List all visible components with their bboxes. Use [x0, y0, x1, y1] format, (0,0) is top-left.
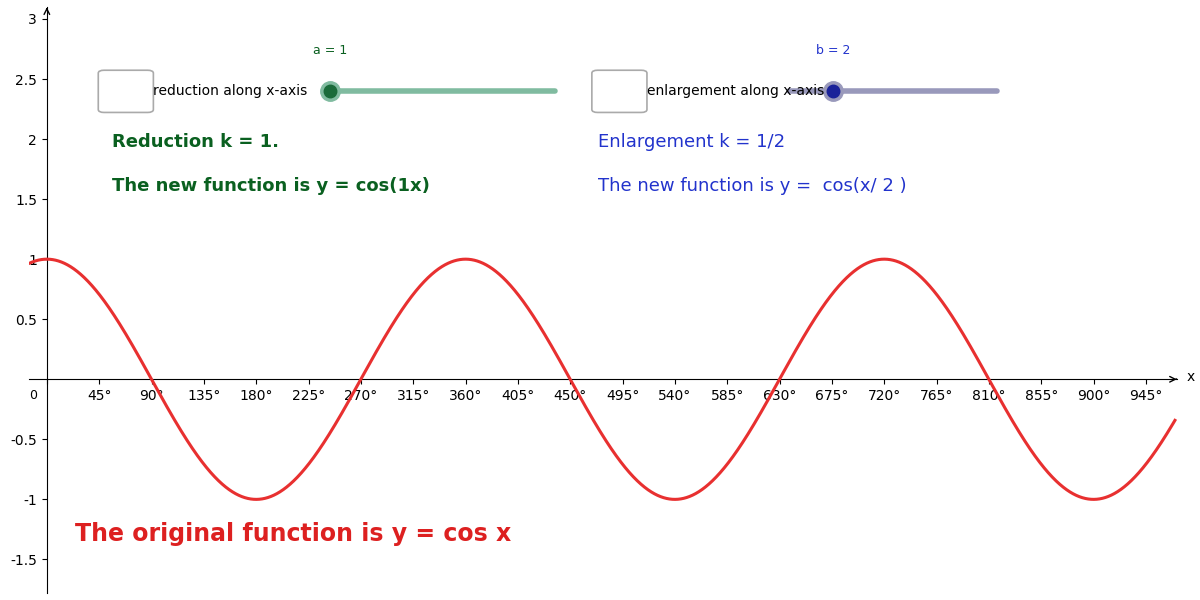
Text: The new function is y =  cos(x/ 2 ): The new function is y = cos(x/ 2 ): [598, 177, 906, 195]
Text: enlargement along x-axis: enlargement along x-axis: [647, 85, 824, 98]
Text: Reduction k = 1.: Reduction k = 1.: [112, 133, 280, 151]
Text: b = 2: b = 2: [816, 44, 850, 57]
Text: The new function is y = cos(1x): The new function is y = cos(1x): [112, 177, 430, 195]
FancyBboxPatch shape: [592, 70, 647, 112]
Text: 0: 0: [30, 389, 37, 402]
Text: reduction along x-axis: reduction along x-axis: [154, 85, 307, 98]
FancyBboxPatch shape: [98, 70, 154, 112]
Text: The original function is y = cos x: The original function is y = cos x: [76, 523, 511, 547]
Text: a = 1: a = 1: [313, 44, 347, 57]
Text: Enlargement k = 1/2: Enlargement k = 1/2: [598, 133, 785, 151]
Text: x: x: [1187, 370, 1195, 384]
